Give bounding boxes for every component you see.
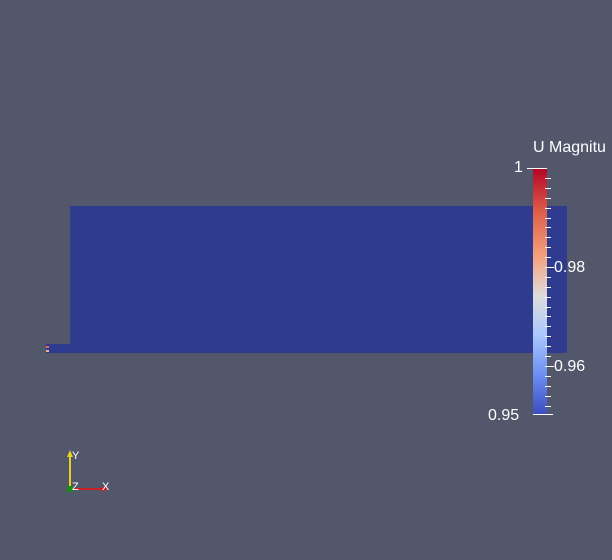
x-axis-label: X	[102, 481, 110, 493]
inlet-highlight-bottom	[46, 350, 49, 352]
inlet-highlight-top	[46, 346, 49, 348]
scalar-bar-minor-tick	[545, 307, 551, 308]
scalar-bar-label-096: 0.96	[554, 358, 586, 375]
scalar-bar-max-tick	[527, 168, 547, 169]
scalar-bar-min-label: 0.95	[488, 407, 520, 424]
scalar-bar-minor-tick	[545, 237, 551, 238]
scalar-bar-minor-tick	[545, 257, 551, 258]
z-axis-marker	[67, 486, 73, 492]
scalar-bar-minor-tick	[545, 376, 551, 377]
scalar-bar-minor-tick	[545, 356, 551, 357]
scalar-bar-minor-tick	[545, 386, 551, 387]
inlet-channel-mesh[interactable]	[46, 344, 70, 353]
scalar-bar-major-tick	[545, 267, 554, 268]
scalar-bar-max-label: 1	[514, 159, 523, 176]
scalar-bar-title: U Magnitu	[533, 139, 606, 156]
scalar-bar-major-tick	[545, 366, 554, 367]
scalar-bar-minor-tick	[545, 247, 551, 248]
scalar-bar-minor-tick	[545, 297, 551, 298]
scalar-bar-min-tick	[533, 414, 553, 415]
scalar-bar-minor-tick	[545, 208, 551, 209]
scalar-bar-gradient[interactable]	[533, 168, 547, 415]
scalar-bar-minor-tick	[545, 178, 551, 179]
scalar-bar-minor-tick	[545, 287, 551, 288]
orientation-axes: Y Z X	[67, 450, 110, 493]
y-axis-label: Y	[72, 450, 80, 462]
scalar-bar-minor-tick	[545, 396, 551, 397]
scalar-bar-minor-tick	[545, 198, 551, 199]
scalar-bar-minor-tick	[545, 218, 551, 219]
scalar-bar-minor-tick	[545, 346, 551, 347]
scalar-bar-minor-tick	[545, 227, 551, 228]
scalar-bar-minor-tick	[545, 336, 551, 337]
scalar-bar-minor-tick	[545, 188, 551, 189]
scalar-bar-minor-tick	[545, 277, 551, 278]
x-axis-arrow	[102, 486, 108, 492]
z-axis-label: Z	[72, 481, 79, 493]
scalar-bar-minor-tick	[545, 316, 551, 317]
scalar-bar-minor-tick	[545, 326, 551, 327]
scalar-bar-label-098: 0.98	[554, 259, 586, 276]
scalar-bar-minor-tick	[545, 406, 551, 407]
y-axis-arrow	[67, 450, 73, 457]
velocity-field-mesh[interactable]	[70, 206, 567, 353]
